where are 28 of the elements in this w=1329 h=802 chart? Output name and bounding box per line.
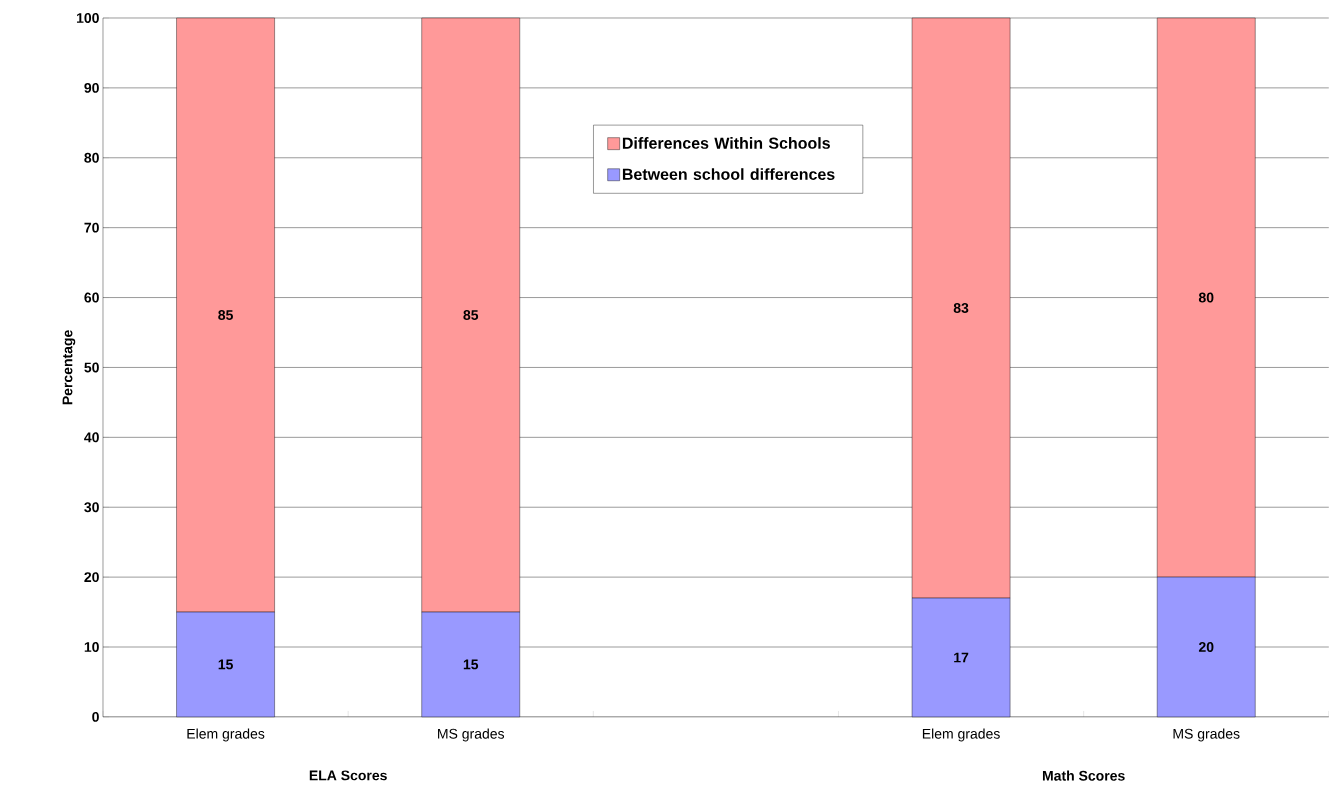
data-label: 20 (1198, 642, 1214, 653)
y-tick-label: 70 (84, 222, 99, 233)
y-tick-label: 10 (84, 642, 99, 653)
data-label: 85 (463, 310, 479, 321)
legend-label: Differences Within Schools (622, 137, 830, 149)
legend-label: Between school differences (622, 168, 835, 180)
x-tick-label: Elem grades (922, 728, 1000, 742)
y-tick-label: 40 (84, 432, 99, 443)
y-axis-title: Percentage (62, 330, 76, 405)
data-label: 80 (1198, 292, 1214, 303)
x-tick-label: MS grades (1173, 728, 1240, 742)
x-tick-label: Elem grades (187, 728, 265, 742)
text: Math Scores (1042, 770, 1125, 781)
data-label: 17 (954, 652, 969, 663)
y-tick-label: 0 (92, 711, 99, 722)
y-tick-label: 100 (76, 13, 99, 23)
y-tick-label: 80 (84, 152, 99, 163)
y-tick-label: 30 (84, 502, 99, 513)
data-label: 15 (218, 659, 233, 670)
x-tick-label: MS grades (438, 728, 505, 742)
data-label: 83 (953, 303, 969, 314)
y-tick-label: 20 (84, 572, 99, 583)
y-tick-label: 50 (84, 362, 99, 373)
text: ELA Scores (309, 770, 387, 781)
data-label: 15 (463, 659, 479, 670)
y-tick-label: 60 (84, 292, 99, 303)
y-tick-label: 90 (84, 82, 99, 93)
data-label: 85 (218, 310, 233, 321)
